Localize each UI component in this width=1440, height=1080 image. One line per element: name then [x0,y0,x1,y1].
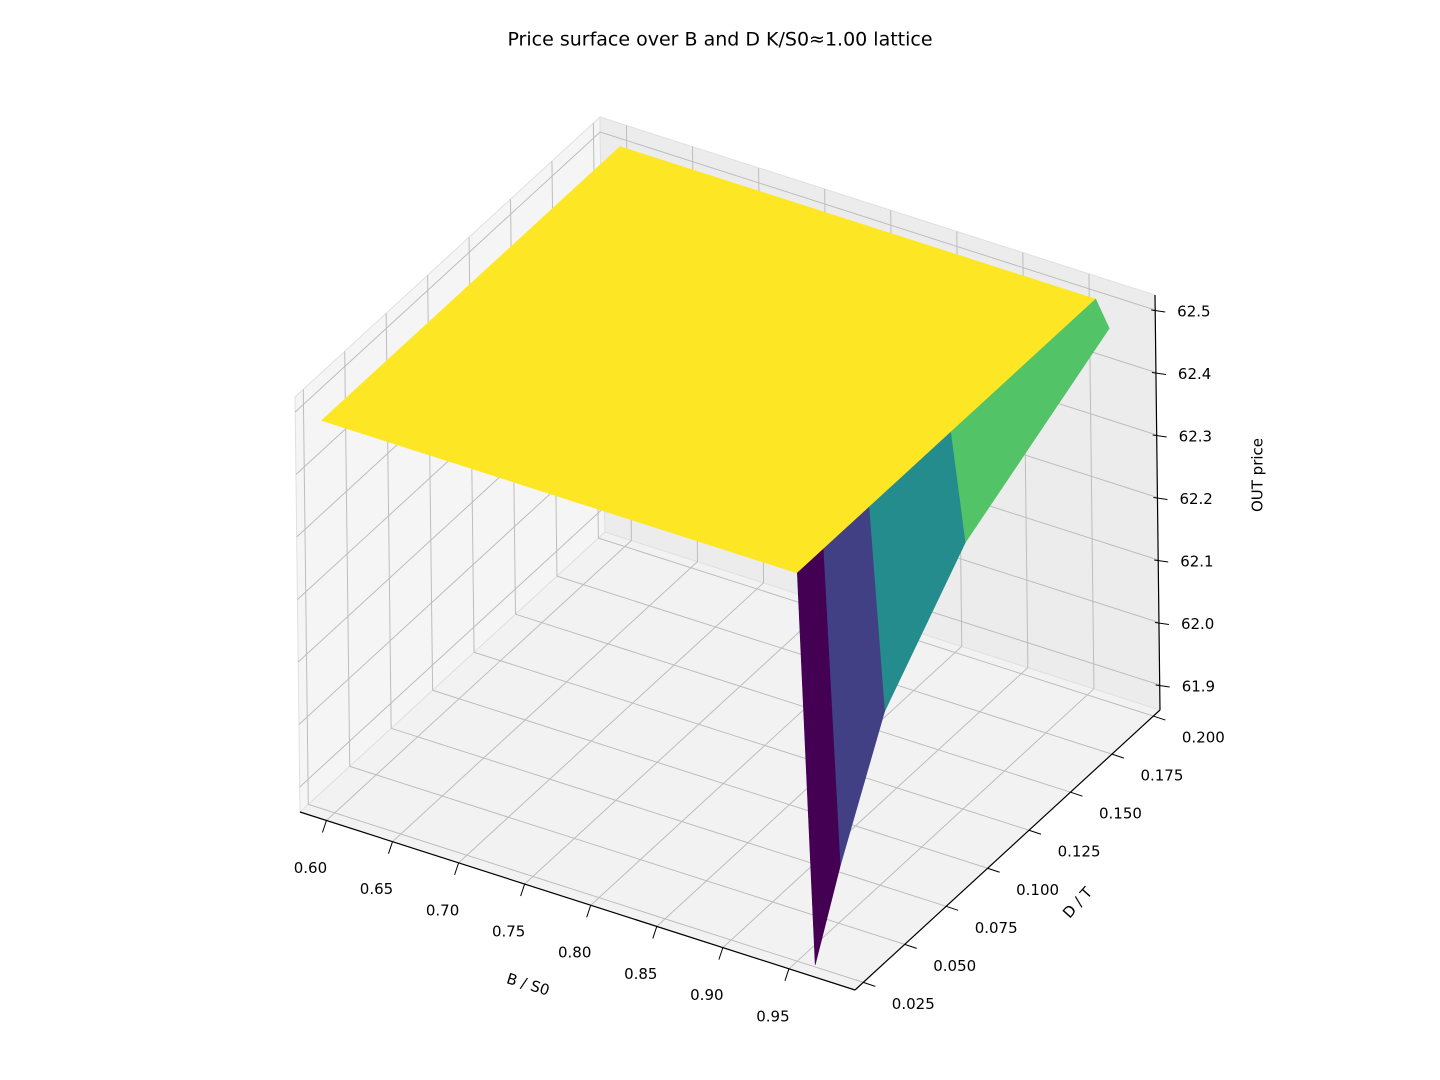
grid-line [473,651,1030,831]
x-tick-label: 0.95 [756,1007,789,1025]
x-tick [718,947,724,960]
z-tick-label: 62.1 [1180,553,1213,571]
y-tick-label: 0.100 [1016,881,1059,899]
z-tick-label: 62.3 [1179,428,1212,446]
x-tick [454,862,460,876]
x-tick [784,968,790,981]
grid-line [458,582,764,864]
grid-line [299,506,606,788]
y-tick-label: 0.075 [975,919,1018,937]
y-tick [1070,791,1083,797]
z-tick-label: 62.2 [1179,490,1212,508]
x-tick-label: 0.65 [360,880,393,898]
x-tick [652,926,658,939]
z-tick [1151,309,1166,313]
x-tick [520,883,526,897]
z-axis-label: OUT price [1249,438,1267,512]
y-axis [854,709,1161,991]
grid-line [326,540,632,821]
z-tick-label: 62.4 [1178,365,1211,383]
y-tick-label: 0.150 [1099,805,1142,823]
grid-line [524,603,830,885]
grid-line [432,689,988,869]
z-tick [1154,622,1170,625]
x-tick-label: 0.60 [294,859,327,877]
z-tick [1154,559,1169,563]
z-tick-label: 62.5 [1177,303,1210,321]
grid-line [392,561,698,843]
grid-line [722,667,1029,948]
y-tick [863,981,876,987]
y-tick [1153,715,1166,721]
z-axis [1154,294,1161,711]
z-tick [1153,497,1168,500]
x-tick-label: 0.70 [426,901,459,919]
z-tick [1151,372,1167,375]
x-tick-label: 0.90 [690,986,723,1004]
grid-line [294,131,601,413]
grid-line [391,727,947,907]
z-tick [1155,684,1170,688]
grid-line [308,803,864,983]
x-tick-label: 0.85 [624,965,657,983]
z-tick-label: 61.9 [1182,678,1215,696]
y-tick [1111,753,1125,759]
x-tick [586,905,592,918]
grid-line [515,613,1071,793]
chart-title: Price surface over B and D K/S0≈1.00 lat… [507,29,932,51]
x-tick-label: 0.75 [492,923,525,941]
y-tick-label: 0.025 [892,995,935,1013]
y-tick [1028,829,1042,835]
y-tick-label: 0.175 [1140,767,1183,785]
y-tick [904,943,917,949]
grid-line [302,389,309,805]
grid-line [600,131,1156,311]
y-tick [946,905,959,911]
z-tick [1152,434,1167,438]
y-tick [987,867,1000,873]
surface-face [797,548,841,965]
y-tick-label: 0.050 [933,957,976,975]
grid-line [788,688,1095,970]
x-tick [321,820,327,833]
z-tick-label: 62.0 [1181,615,1214,633]
y-tick-label: 0.200 [1182,729,1225,747]
x-axis [299,811,856,991]
grid-line [349,765,905,945]
y-tick-label: 0.125 [1058,843,1101,861]
x-tick [388,841,393,854]
x-tick-label: 0.80 [558,944,591,962]
